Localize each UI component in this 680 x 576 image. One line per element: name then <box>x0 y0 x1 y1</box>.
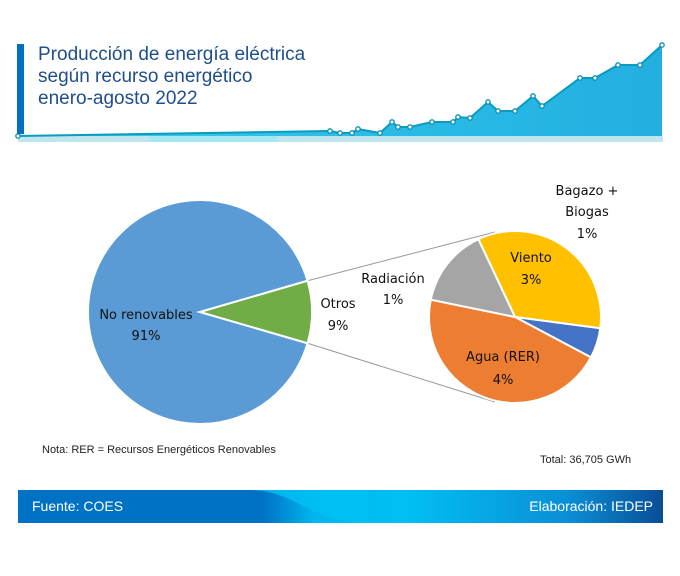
label-viento-pct: 3% <box>521 273 542 288</box>
footer-source: Fuente: COES <box>32 498 124 514</box>
trend-dot <box>467 115 473 121</box>
title-line-2: según recurso energético <box>38 66 253 87</box>
header-baseline-band <box>18 136 663 142</box>
trend-dot <box>450 119 456 125</box>
trend-dot <box>495 108 501 114</box>
secondary-pie <box>428 230 602 404</box>
trend-dot <box>539 103 545 109</box>
trend-dot <box>349 130 355 136</box>
trend-dot <box>389 119 395 125</box>
slice-otros <box>196 279 313 345</box>
title-line-3: enero-agosto 2022 <box>38 88 198 109</box>
trend-dot <box>637 62 643 68</box>
total-text: Total: 36,705 GWh <box>540 454 632 466</box>
trend-dot <box>577 75 583 81</box>
trend-dot <box>659 42 665 48</box>
title-line-1: Producción de energía eléctrica <box>38 44 306 65</box>
trend-dot <box>377 130 383 136</box>
label-no-renovables: No renovables <box>99 308 193 323</box>
trend-dot <box>485 99 491 105</box>
trend-dot <box>592 75 598 81</box>
header-decoration <box>15 42 665 142</box>
label-otros: Otros <box>320 297 355 312</box>
connector-line-top <box>307 231 496 282</box>
trend-dot <box>512 108 518 114</box>
footer-bar: Fuente: COES Elaboración: IEDEP <box>18 490 663 523</box>
trend-dot <box>455 114 461 120</box>
trend-dot <box>15 133 21 139</box>
trend-dot <box>327 128 333 134</box>
slice-agua-rer <box>428 298 593 404</box>
label-bagazo-line1: Bagazo + <box>556 184 619 199</box>
label-no-renovables-pct: 91% <box>132 329 161 344</box>
label-viento: Viento <box>510 251 552 266</box>
label-bagazo-pct: 1% <box>577 227 598 242</box>
label-bagazo-line2: Biogas <box>565 205 609 220</box>
trend-dot <box>429 119 435 125</box>
slice-radiacion <box>429 237 517 319</box>
footer-credit: Elaboración: IEDEP <box>529 498 653 514</box>
connector-line-bottom <box>307 342 496 403</box>
pie-of-pie-chart: No renovables 91% Otros 9% Radiación 1% … <box>87 184 619 425</box>
trend-dot <box>407 124 413 130</box>
note-text: Nota: RER = Recursos Energéticos Renovab… <box>42 444 276 456</box>
trend-dot <box>530 93 536 99</box>
label-radiacion-pct: 1% <box>383 293 404 308</box>
label-radiacion: Radiación <box>361 272 425 287</box>
trend-dot <box>355 126 361 132</box>
label-agua: Agua (RER) <box>466 350 540 365</box>
footer-wave <box>248 490 368 523</box>
main-pie <box>87 199 313 425</box>
trend-dot <box>615 62 621 68</box>
trend-dot <box>337 130 343 136</box>
trend-dots <box>15 42 665 139</box>
label-agua-pct: 4% <box>493 373 514 388</box>
label-otros-pct: 9% <box>328 319 349 334</box>
trend-dot <box>395 124 401 130</box>
page-title: Producción de energía eléctrica según re… <box>38 44 305 110</box>
trend-area <box>18 45 662 136</box>
header-baseline-highlight <box>150 136 278 142</box>
title-accent-bar <box>17 44 24 134</box>
